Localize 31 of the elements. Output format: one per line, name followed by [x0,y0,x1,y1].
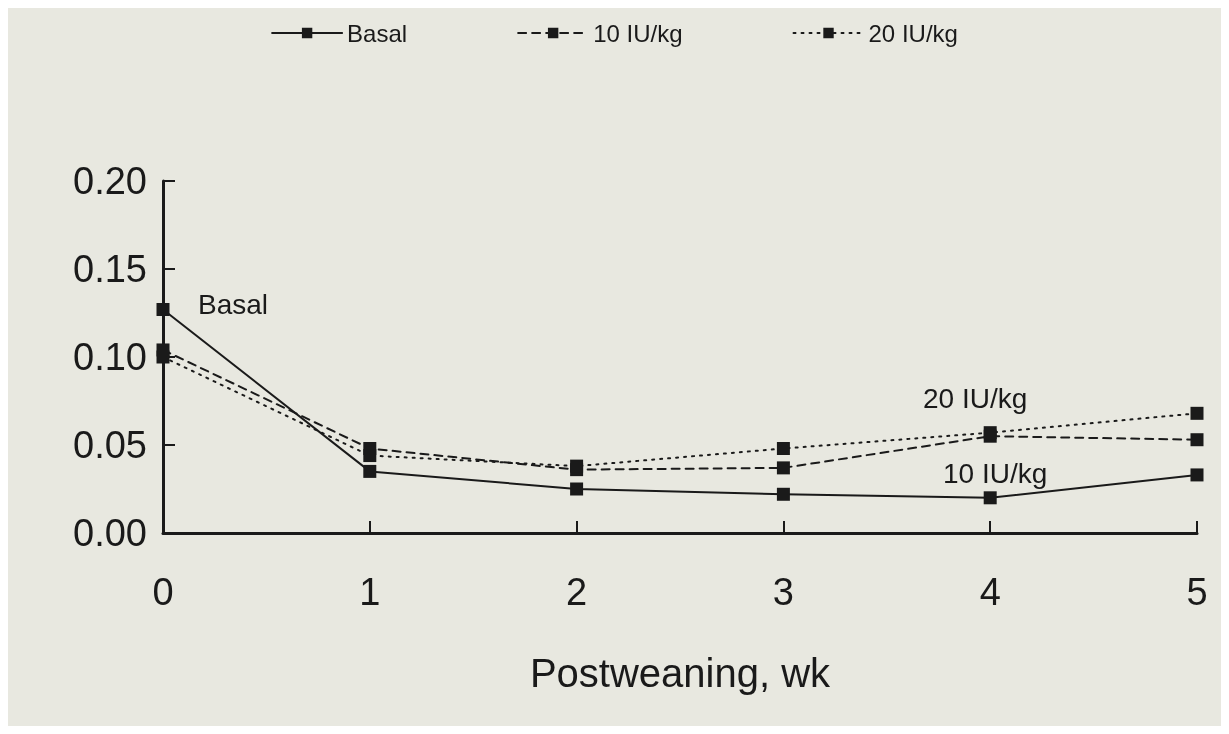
legend-label: 10 IU/kg [593,19,683,47]
point [1190,406,1204,420]
point [570,459,584,473]
point [983,491,997,505]
annotation: 20 IU/kg [923,382,1028,414]
point [363,449,377,463]
point [363,464,377,478]
x-tick-label: 1 [359,571,381,613]
legend-label: Basal [347,19,408,47]
legend-label: 20 IU/kg [868,19,958,47]
x-tick-label: 2 [566,571,588,613]
point [776,487,790,501]
point [156,302,170,316]
y-tick-label: 0.15 [73,248,147,290]
x-axis-title: Postweaning, wk [529,651,832,695]
point [570,482,584,496]
y-tick-label: 0.20 [73,160,147,202]
x-tick-label: 3 [772,571,794,613]
point [776,461,790,475]
annotation: 10 IU/kg [943,457,1048,489]
x-tick-label: 0 [152,571,174,613]
x-tick-label: 4 [979,571,1001,613]
point [1190,468,1204,482]
annotation: Basal [198,288,269,320]
y-tick-label: 0.10 [73,336,147,378]
x-tick-label: 5 [1186,571,1208,613]
point [776,442,790,456]
y-tick-label: 0.05 [73,424,147,466]
point [1190,433,1204,447]
y-tick-label: 0.00 [73,512,147,554]
point [156,350,170,364]
